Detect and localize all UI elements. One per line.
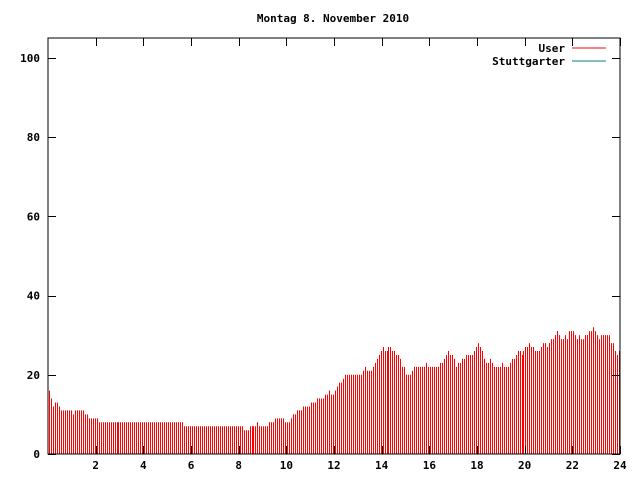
y-tick-label: 60 — [27, 210, 40, 223]
y-tick-label: 100 — [20, 52, 40, 65]
x-tick-labels: 2 4 6 8 10 12 14 16 18 20 22 24 — [92, 459, 627, 472]
legend-label-user: User — [539, 42, 566, 55]
x-tick-label: 8 — [235, 459, 242, 472]
x-tick-label: 22 — [566, 459, 579, 472]
y-tick-labels: 0 20 40 60 80 100 — [20, 52, 40, 461]
x-tick-label: 2 — [92, 459, 99, 472]
x-tick-label: 24 — [613, 459, 627, 472]
tick-layer — [48, 38, 621, 455]
y-tick-label: 40 — [27, 290, 40, 303]
plot-area-frame — [47, 37, 621, 455]
x-tick-label: 20 — [518, 459, 531, 472]
bars-layer — [49, 327, 620, 454]
x-tick-label: 10 — [280, 459, 293, 472]
legend-label-stuttgarter: Stuttgarter — [492, 55, 565, 68]
x-tick-label: 18 — [470, 459, 483, 472]
y-tick-label: 0 — [33, 448, 40, 461]
x-tick-label: 16 — [423, 459, 437, 472]
x-tick-label: 12 — [327, 459, 340, 472]
x-tick-label: 14 — [375, 459, 389, 472]
chart-title: Montag 8. November 2010 — [257, 12, 409, 25]
x-tick-label: 6 — [188, 459, 195, 472]
y-tick-label: 80 — [27, 131, 40, 144]
y-tick-label: 20 — [27, 369, 40, 382]
x-tick-label: 4 — [140, 459, 147, 472]
legend: User Stuttgarter — [492, 42, 606, 68]
